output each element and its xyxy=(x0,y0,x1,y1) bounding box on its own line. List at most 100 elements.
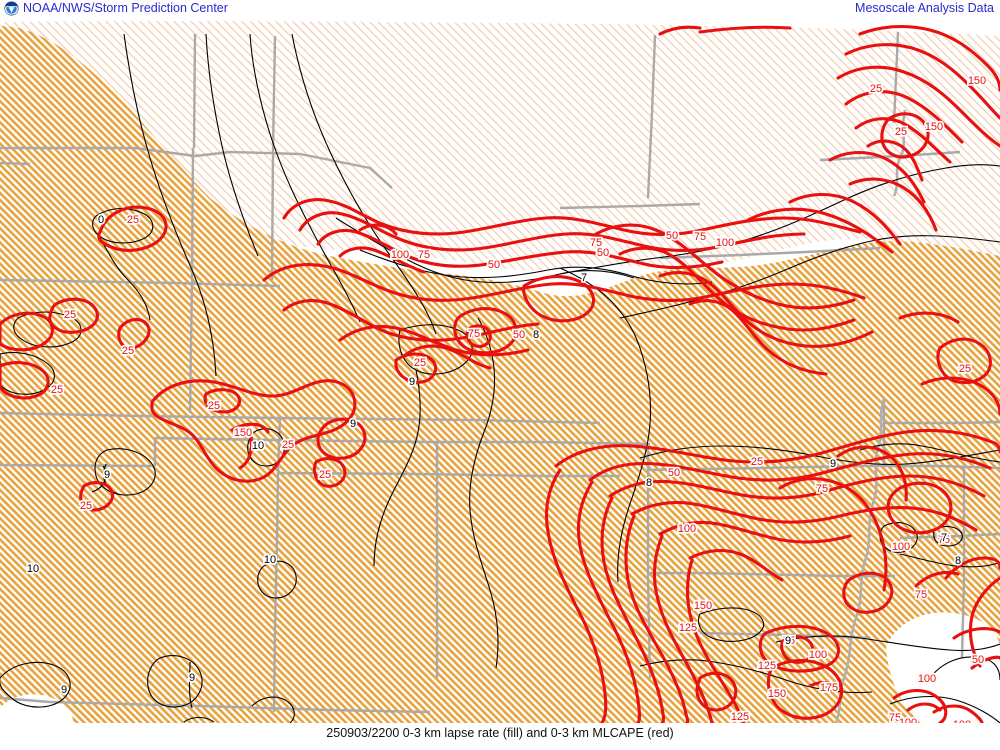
lapse-label-halo-11: 8 xyxy=(533,329,539,341)
lapse-label-halo-8: 9 xyxy=(189,672,195,684)
mlcape-label-halo-41: 50 xyxy=(972,654,984,666)
mlcape-label-halo-15: 75 xyxy=(590,237,602,249)
map-canvas[interactable]: 2525252525252525252515015025252525252510… xyxy=(0,18,1000,723)
lapse-label-13: 9 xyxy=(830,458,836,470)
mlcape-label-halo-34: 100 xyxy=(809,649,827,661)
lapse-label-14: 7 xyxy=(941,532,947,544)
mlcape-label-40: 100 xyxy=(918,673,936,685)
mlcape-label-36: 125 xyxy=(758,660,776,672)
lapse-label-halo-12: 8 xyxy=(646,477,652,489)
mlcape-label-17: 50 xyxy=(666,230,678,242)
mlcape-label-halo-10: 75 xyxy=(418,249,430,261)
mlcape-label-halo-17: 50 xyxy=(666,230,678,242)
lapse-fill-notch-north xyxy=(0,18,1000,36)
lapse-label-halo-7: 9 xyxy=(61,684,67,696)
mlcape-label-14: 25 xyxy=(414,357,426,369)
lapse-label-halo-16: 9 xyxy=(785,635,791,647)
mlcape-label-halo-18: 75 xyxy=(694,231,706,243)
lapse-label-4: 10 xyxy=(27,563,39,575)
lapse-label-11: 8 xyxy=(533,329,539,341)
mlcape-label-halo-30: 75 xyxy=(938,534,950,546)
mlcape-label-2: 25 xyxy=(51,384,63,396)
mlcape-label-halo-32: 125 xyxy=(679,622,697,634)
mlcape-label-halo-24: 25 xyxy=(959,363,971,375)
mlcape-label-halo-7: 25 xyxy=(319,469,331,481)
mlcape-label-42: 75 xyxy=(889,712,901,723)
mlcape-label-1: 25 xyxy=(64,309,76,321)
mlcape-label-28: 100 xyxy=(678,523,696,535)
mlcape-label-12: 75 xyxy=(468,328,480,340)
lapse-label-halo-5: 10 xyxy=(264,554,276,566)
mlcape-label-halo-14: 25 xyxy=(414,357,426,369)
lapse-label-halo-4: 10 xyxy=(27,563,39,575)
lapse-label-5: 10 xyxy=(264,554,276,566)
lapse-label-halo-10: 7 xyxy=(581,272,587,284)
mlcape-label-halo-8: 25 xyxy=(80,500,92,512)
lapse-label-halo-13: 9 xyxy=(830,458,836,470)
mlcape-label-19: 100 xyxy=(716,237,734,249)
mlcape-label-38: 150 xyxy=(768,688,786,700)
lapse-label-halo-2: 9 xyxy=(350,418,356,430)
mlcape-label-25: 25 xyxy=(751,456,763,468)
mlcape-label-29: 100 xyxy=(892,541,910,553)
mlcape-label-10: 75 xyxy=(418,249,430,261)
mlcape-label-halo-13: 50 xyxy=(513,329,525,341)
mlcape-contours xyxy=(0,25,1000,723)
mlcape-label-halo-3: 25 xyxy=(122,345,134,357)
lapse-label-halo-1: 9 xyxy=(409,376,415,388)
lapse-label-halo-14: 7 xyxy=(941,532,947,544)
page-footer: 250903/2200 0-3 km lapse rate (fill) and… xyxy=(0,723,1000,750)
mlcape-label-halo-42: 75 xyxy=(889,712,901,723)
mlcape-label-halo-33: 75 xyxy=(783,635,795,647)
mlcape-label-halo-9: 100 xyxy=(391,249,409,261)
mlcape-label-halo-27: 75 xyxy=(816,483,828,495)
mlcape-label-halo-5: 150 xyxy=(234,427,252,439)
lapse-fill-strong-region xyxy=(0,26,1000,723)
mlcape-label-18: 75 xyxy=(694,231,706,243)
mlcape-label-6: 25 xyxy=(282,439,294,451)
mlcape-label-halo-43: 100 xyxy=(899,717,917,723)
mlcape-label-halo-6: 25 xyxy=(282,439,294,451)
mlcape-label-31: 150 xyxy=(694,600,712,612)
mlcape-label-halo-0: 25 xyxy=(127,214,139,226)
mesoscale-analysis-label[interactable]: Mesoscale Analysis Data xyxy=(855,1,994,15)
mlcape-label-halo-40: 100 xyxy=(918,673,936,685)
mlcape-label-halo-44: 100 xyxy=(953,719,971,723)
lapse-label-12: 8 xyxy=(646,477,652,489)
state-borders xyxy=(0,31,1000,714)
mesoanalysis-map[interactable]: 25 25 25 25 25 25 25 25 25 25 150 150 25 25 25 25 25 25 10… xyxy=(0,18,1000,723)
mlcape-label-37: 175 xyxy=(820,682,838,694)
lapse-label-1: 9 xyxy=(409,376,415,388)
lapse-label-8: 9 xyxy=(189,672,195,684)
mlcape-label-33: 75 xyxy=(783,635,795,647)
mlcape-label-halo-22: 25 xyxy=(895,126,907,138)
mlcape-label-20: 25 xyxy=(870,83,882,95)
mlcape-label-13: 50 xyxy=(513,329,525,341)
mlcape-label-halo-35: 75 xyxy=(915,589,927,601)
mlcape-label-halo-23: 150 xyxy=(925,121,943,133)
mlcape-label-23: 150 xyxy=(925,121,943,133)
mlcape-label-halo-12: 75 xyxy=(468,328,480,340)
mlcape-label-41: 50 xyxy=(972,654,984,666)
mlcape-label-halo-28: 100 xyxy=(678,523,696,535)
lapse-label-0: 0 xyxy=(98,214,104,226)
mlcape-label-3: 25 xyxy=(122,345,134,357)
noaa-brand-link[interactable]: NOAA/NWS/Storm Prediction Center xyxy=(4,1,228,16)
mlcape-label-7: 25 xyxy=(319,469,331,481)
mlcape-label-halo-39: 125 xyxy=(731,711,749,723)
lapse-label-halo-15: 8 xyxy=(955,555,961,567)
mlcape-label-35: 75 xyxy=(915,589,927,601)
lapse-label-16: 9 xyxy=(785,635,791,647)
mlcape-label-32: 125 xyxy=(679,622,697,634)
mlcape-label-halo-2: 25 xyxy=(51,384,63,396)
lapse-fill-weak-region xyxy=(0,18,1000,271)
mlcape-label-11: 50 xyxy=(488,259,500,271)
mlcape-label-halo-29: 100 xyxy=(892,541,910,553)
mlcape-label-halo-21: 150 xyxy=(968,75,986,87)
mlcape-label-halo-25: 25 xyxy=(751,456,763,468)
mlcape-label-44: 100 xyxy=(953,719,971,723)
mlcape-label-39: 125 xyxy=(731,711,749,723)
mlcape-label-halo-11: 50 xyxy=(488,259,500,271)
mlcape-label-27: 75 xyxy=(816,483,828,495)
lapse-label-15: 8 xyxy=(955,555,961,567)
